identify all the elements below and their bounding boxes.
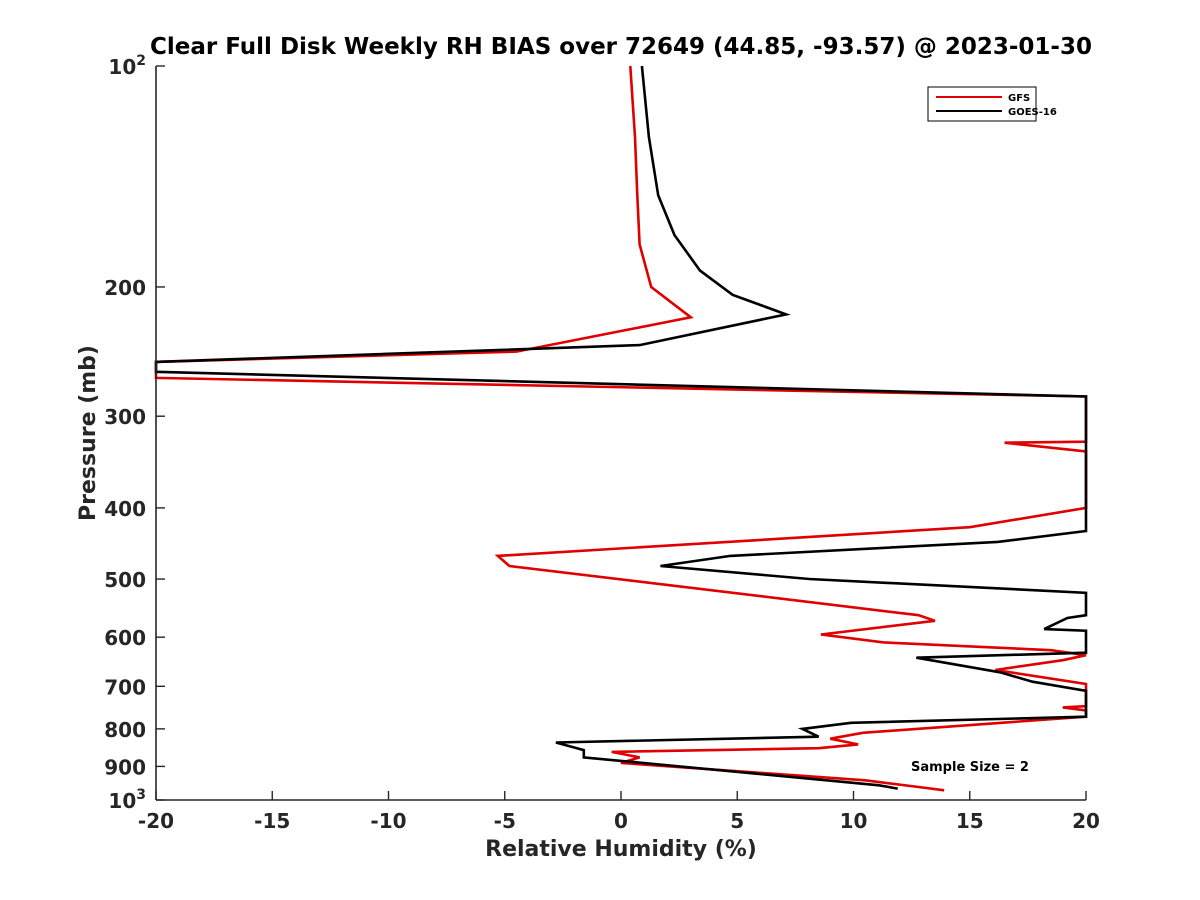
legend: GFS GOES-16: [927, 86, 1057, 122]
x-tick-label: 0: [614, 809, 628, 833]
legend-label-goes16: GOES-16: [1008, 107, 1057, 118]
y-tick-label: 102: [108, 53, 146, 79]
sample-size-annotation: Sample Size = 2: [911, 760, 1029, 775]
y-tick-label: 103: [108, 787, 146, 813]
series-line-goes16: [154, 65, 1088, 790]
y-tick-label: 900: [104, 755, 146, 779]
y-tick-label: 500: [104, 568, 146, 592]
x-tick-label: 5: [730, 809, 744, 833]
y-tick-label: 800: [104, 718, 146, 742]
plot-area: [156, 66, 1086, 800]
legend-label-gfs: GFS: [1008, 93, 1030, 104]
y-axis-label: Pressure (mb): [76, 345, 101, 521]
x-tick-label: -5: [494, 809, 516, 833]
x-axis-label: Relative Humidity (%): [485, 837, 757, 862]
y-tick-exponent: 2: [136, 53, 146, 69]
x-tick-label: 20: [1072, 809, 1100, 833]
series-lines: [154, 65, 1088, 792]
x-ticks: -20 -15 -10 -5 0 5 10 15 20: [138, 791, 1100, 833]
y-tick-base: 10: [108, 55, 136, 79]
y-tick-label: 700: [104, 675, 146, 699]
y-tick-label: 400: [104, 497, 146, 521]
legend-box: [927, 86, 1037, 122]
x-tick-label: -10: [370, 809, 406, 833]
x-tick-label: -15: [254, 809, 290, 833]
y-tick-label: 200: [104, 276, 146, 300]
y-tick-exponent: 3: [136, 787, 146, 803]
y-tick-label: 300: [104, 405, 146, 429]
y-tick-base: 10: [108, 789, 136, 813]
x-tick-label: 15: [956, 809, 984, 833]
chart-title: Clear Full Disk Weekly RH BIAS over 7264…: [150, 34, 1092, 60]
x-tick-label: 10: [840, 809, 868, 833]
x-tick-label: -20: [138, 809, 174, 833]
y-tick-label: 600: [104, 626, 146, 650]
